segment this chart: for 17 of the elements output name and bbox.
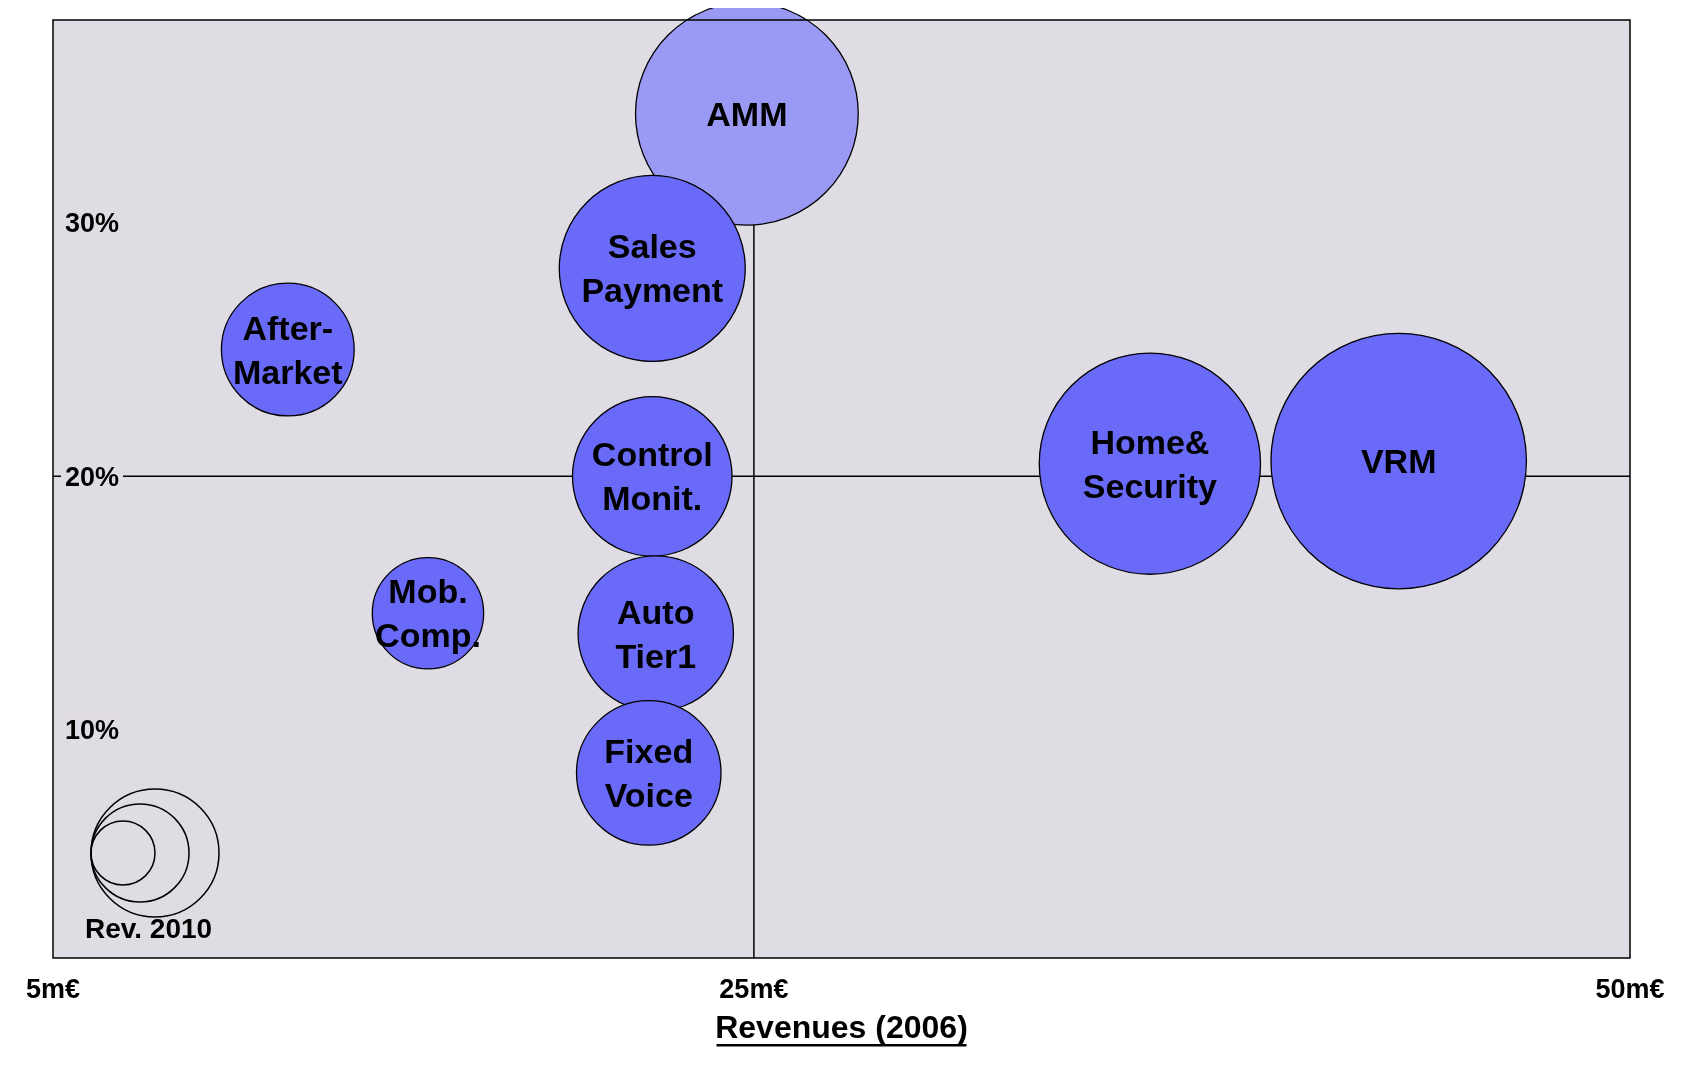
y-tick-label: 20% [65,461,120,492]
series-label: Home& Security [1082,422,1218,505]
series-label: Auto Tier1 [615,592,697,675]
y-tick-label: 10% [65,715,120,746]
x-tick-label: 25m€ [719,974,789,1004]
series-label: VRM [1360,442,1437,481]
series-label: Mob. Comp. [375,572,481,655]
series-label: Sales Payment [581,227,724,310]
series-label: Control Monit. [591,435,713,518]
series-label: Fixed Voice [604,731,694,814]
series-label: After- Market [232,308,343,391]
x-axis-title: Revenues (2006) [715,1009,968,1045]
x-tick-label: 50m€ [1595,974,1665,1004]
y-tick-label: 30% [65,208,120,239]
annotation: Rev. 2010 [85,913,213,944]
x-tick-label: 5m€ [25,974,81,1004]
series-label: AMM [706,94,788,133]
